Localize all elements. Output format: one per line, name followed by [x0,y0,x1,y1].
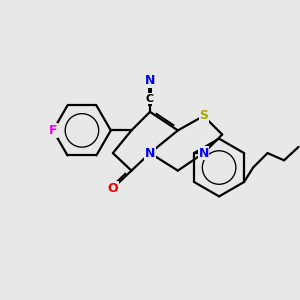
Text: N: N [198,147,209,160]
Text: F: F [49,124,57,137]
Text: N: N [145,74,155,87]
Text: N: N [145,147,155,160]
Text: C: C [146,94,154,104]
Text: S: S [199,110,208,122]
Text: O: O [108,182,118,195]
